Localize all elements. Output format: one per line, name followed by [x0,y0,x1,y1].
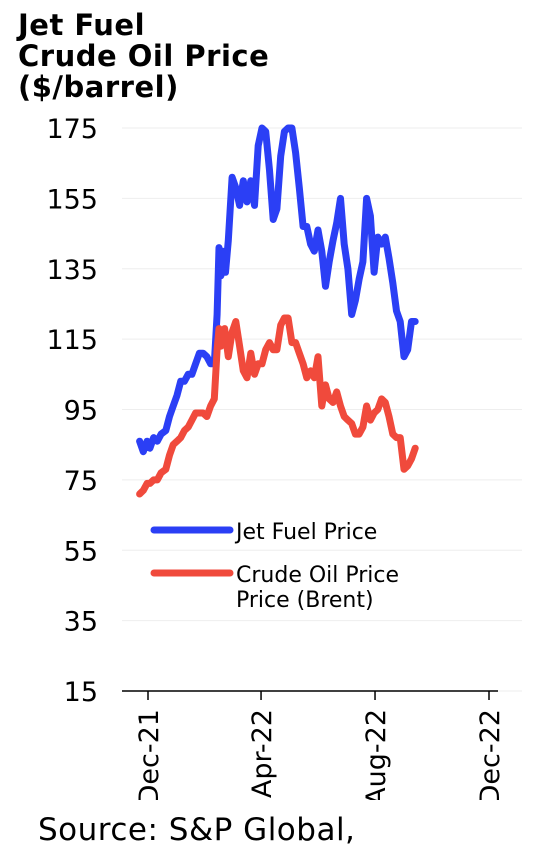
y-tick-label: 115 [46,325,98,356]
y-tick-label: 15 [64,677,98,708]
legend-label-crude-oil: Price (Brent) [236,588,374,613]
y-tick-label: 135 [46,255,98,286]
title-line: Crude Oil Price [18,39,270,73]
line-chart: 175 155 135 115 95 75 55 35 15 Dec-21 Apr-22 Aug-22… [46,114,522,800]
legend-label-jet-fuel: Jet Fuel Price [234,520,377,545]
y-tick-label: 75 [64,466,98,497]
y-tick-label: 155 [46,184,98,215]
y-tick-label: 175 [46,114,98,145]
chart-title: Jet Fuel Crude Oil Price ($/barrel) [18,10,269,103]
y-tick-label: 35 [64,607,98,638]
crude-oil-series-line [136,314,419,498]
jet-fuel-series-line [136,124,419,456]
x-tick-label: Apr-22 [247,709,278,798]
x-tick-label: Dec-22 [475,709,506,800]
legend-label-crude-oil: Crude Oil Price [236,563,399,588]
x-tick-label: Dec-21 [134,709,165,800]
x-tick-label: Aug-22 [361,709,392,800]
source-note: Source: S&P Global, [38,812,356,848]
y-tick-label: 55 [64,536,98,567]
title-line: Jet Fuel [18,8,146,42]
y-tick-label: 95 [64,396,98,427]
title-line: ($/barrel) [18,70,179,104]
